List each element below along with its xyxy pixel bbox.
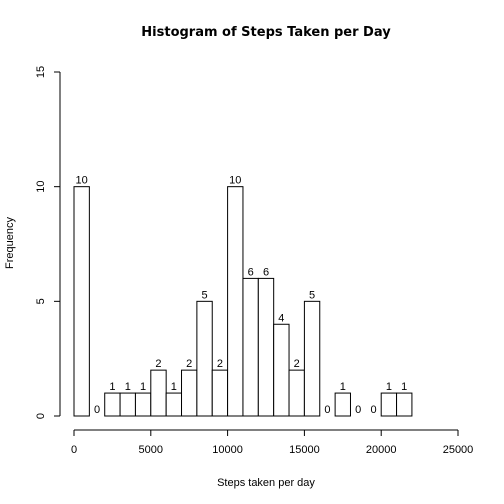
histogram-bar <box>196 300 213 417</box>
chart-title: Histogram of Steps Taken per Day <box>141 25 391 40</box>
histogram-bar <box>380 392 398 417</box>
bar-value-label: 0 <box>355 404 361 416</box>
bar-value-label: 6 <box>248 266 254 278</box>
histogram-bar <box>104 392 121 417</box>
histogram-bar <box>273 323 290 417</box>
histogram-bar <box>257 277 275 417</box>
bar-value-label: 6 <box>263 266 269 278</box>
x-tick-label: 5000 <box>139 444 163 456</box>
y-tick-label: 0 <box>35 413 47 419</box>
histogram-bar <box>165 392 183 417</box>
bar-value-label: 5 <box>309 289 315 301</box>
histogram-bar <box>303 300 321 417</box>
x-tick-label: 0 <box>71 444 77 456</box>
histogram-bar <box>134 392 152 417</box>
y-tick-label: 5 <box>35 298 47 304</box>
histogram-bar <box>150 369 167 417</box>
x-tick-label: 10000 <box>212 444 243 456</box>
histogram-bar <box>73 186 90 417</box>
histogram-bar <box>334 392 351 417</box>
bar-value-label: 2 <box>217 358 223 370</box>
bar-value-label: 1 <box>340 381 346 393</box>
bar-value-label: 2 <box>294 358 300 370</box>
bar-value-label: 1 <box>140 381 146 393</box>
x-tick-label: 20000 <box>366 444 397 456</box>
bar-value-label: 0 <box>370 404 376 416</box>
bar-value-label: 1 <box>401 381 407 393</box>
histogram-bar <box>181 369 198 417</box>
histogram-bar <box>119 392 136 417</box>
y-tick-label: 15 <box>35 66 47 78</box>
histogram-bar <box>211 369 229 417</box>
bar-value-label: 0 <box>94 404 100 416</box>
bar-value-label: 4 <box>278 312 284 324</box>
bar-value-label: 2 <box>155 358 161 370</box>
histogram-bar <box>396 392 413 417</box>
bar-value-label: 2 <box>186 358 192 370</box>
bar-value-label: 5 <box>201 289 207 301</box>
x-tick-label: 25000 <box>443 444 474 456</box>
y-axis: 0 5 10 15 <box>35 66 61 419</box>
bar-value-label: 0 <box>324 404 330 416</box>
bar-value-label: 1 <box>386 381 392 393</box>
bar-value-label: 1 <box>125 381 131 393</box>
histogram-bar <box>288 369 305 417</box>
x-axis-label: Steps taken per day <box>217 477 315 489</box>
bar-value-label: 1 <box>109 381 115 393</box>
histogram-bars <box>73 186 413 417</box>
x-tick-label: 15000 <box>289 444 320 456</box>
bar-value-label: 1 <box>171 381 177 393</box>
bar-value-label: 10 <box>76 175 88 187</box>
histogram-bar <box>227 186 244 417</box>
bar-value-label: 10 <box>229 175 241 187</box>
y-tick-label: 10 <box>35 181 47 193</box>
y-axis-label: Frequency <box>4 217 16 269</box>
x-axis: 0 5000 10000 15000 20000 25000 <box>71 429 474 456</box>
histogram-bar <box>242 277 259 417</box>
